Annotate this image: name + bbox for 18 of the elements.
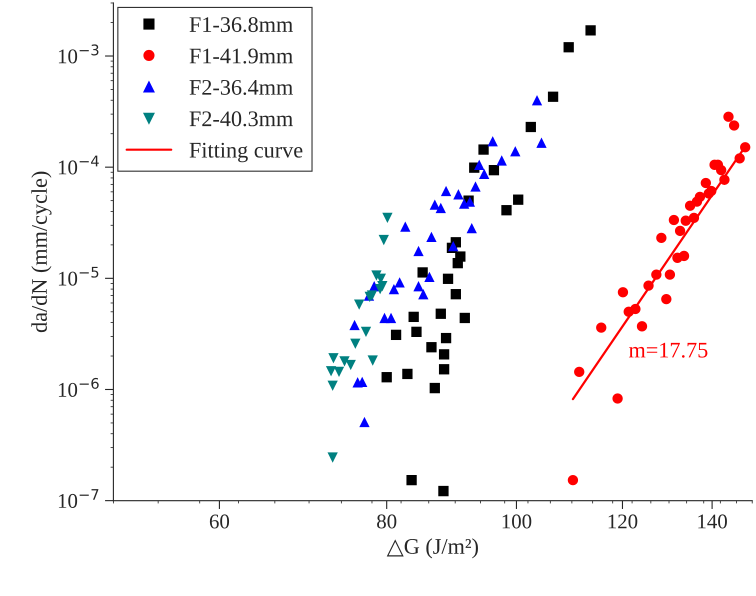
y-tick-label: 10$^{−4}$ [58, 156, 99, 174]
legend-label: Fitting curve [190, 142, 302, 162]
x-tick-label: 80 [377, 514, 396, 528]
legend-label: F2-40.3mm [190, 111, 293, 126]
y-tick-label: 10$^{−6}$ [58, 378, 99, 397]
legend-label: F1-41.9mm [190, 48, 293, 64]
legend-label: F1-36.8mm [190, 17, 293, 32]
x-tick-label: 100 [502, 514, 532, 528]
x-tick-label: 120 [608, 514, 638, 528]
legend-label: F2-36.4mm [190, 80, 293, 95]
x-axis-title: △G (J/m²) [386, 538, 478, 558]
x-tick-label: 60 [210, 514, 230, 528]
annotation: m=17.75 [628, 342, 708, 358]
x-tick-label: 140 [698, 514, 727, 528]
y-tick-label: 10$^{−7}$ [58, 489, 98, 508]
y-tick-label: 10$^{−5}$ [58, 266, 98, 286]
y-tick-label: 10$^{−3}$ [58, 44, 98, 64]
y-axis-title: da/dN (mm/cycle) [31, 172, 52, 332]
